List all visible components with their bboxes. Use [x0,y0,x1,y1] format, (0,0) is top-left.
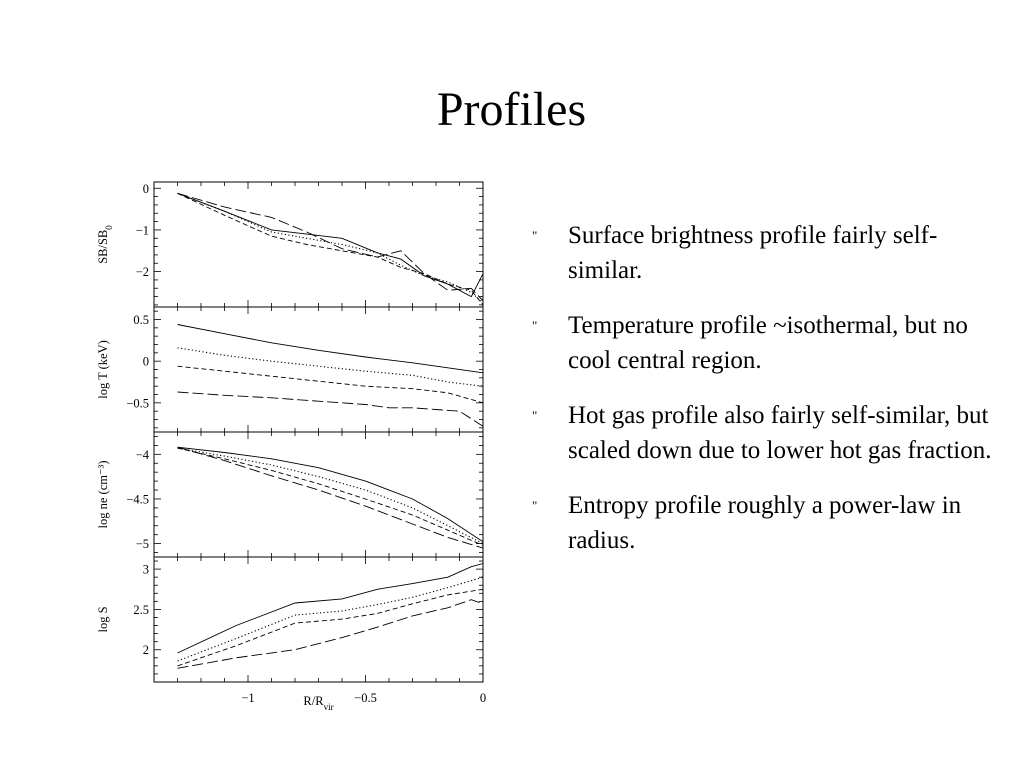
y-tick-label: 3 [143,563,149,577]
x-axis-label: R/Rvir [303,694,333,712]
series-line-dotted [177,347,484,387]
y-tick-label: −5 [136,537,149,551]
series-line-solid [177,446,484,543]
bullet-text: Hot gas profile also fairly self-similar… [568,402,992,464]
bullet-marker: " [532,228,538,243]
y-tick-label: 2.5 [133,603,149,617]
bullet-item: " Surface brightness profile fairly self… [532,218,1002,288]
series-line-dashed [177,365,484,404]
y-tick-label: 0 [143,355,149,369]
series-line-dashed [177,192,484,306]
x-tick-label: −0.5 [354,691,377,705]
y-tick-label: −0.5 [126,396,149,410]
y-tick-label: 0 [143,182,149,196]
y-axis-label: SB/SB0 [96,225,114,264]
x-tick-label: −1 [241,691,254,705]
bullet-item: " Entropy profile roughly a power-law in… [532,488,1002,558]
y-tick-label: 0.5 [133,313,149,327]
series-line-solid [177,324,484,374]
bullet-list: " Surface brightness profile fairly self… [532,218,1002,578]
series-line-dotted [177,192,484,304]
bullet-text: Temperature profile ~isothermal, but no … [568,312,968,374]
y-axis-label: log ne (cm⁻³) [96,461,110,529]
x-tick-label: 0 [480,691,486,705]
bullet-marker: " [532,408,538,423]
bullet-text: Entropy profile roughly a power-law in r… [568,492,962,554]
series-line-longdash [177,599,484,669]
series-line-longdash [177,446,484,549]
panel-frame [153,306,484,433]
page-title: Profiles [436,83,587,136]
series-line-dotted [177,576,484,662]
bullet-marker: " [532,498,538,513]
panel-frame [153,556,484,683]
series-line-dotted [177,447,484,545]
series-line-solid [177,563,484,654]
series-line-dashed [177,447,484,546]
series-line-solid [177,192,484,298]
y-axis-label: log T (keV) [96,340,110,399]
y-tick-label: −4 [136,448,150,462]
bullet-text: Surface brightness profile fairly self-s… [568,222,938,284]
bullet-marker: " [532,318,538,333]
series-line-longdash [177,391,484,427]
profiles-chart: 0 −1 −2 SB/SB0 0.5 0 −0.5 log T (keV) −4 −4.5 −5 lo… [96,181,486,712]
panel-frame [153,181,484,308]
bullet-item: " Hot gas profile also fairly self-simil… [532,398,1002,468]
profiles-figure: 0 −1 −2 SB/SB0 0.5 0 −0.5 log T (keV) −4 −4.5 −5 lo… [90,175,495,720]
y-tick-label: −4.5 [126,492,149,506]
series-line-dashed [177,588,484,667]
bullet-item: " Temperature profile ~isothermal, but n… [532,308,1002,378]
y-axis-label: log S [96,606,110,632]
panel-frame [153,431,484,558]
y-tick-label: −2 [136,265,149,279]
y-tick-label: 2 [143,643,149,657]
series-line-longdash [177,192,484,302]
y-tick-label: −1 [136,223,149,237]
